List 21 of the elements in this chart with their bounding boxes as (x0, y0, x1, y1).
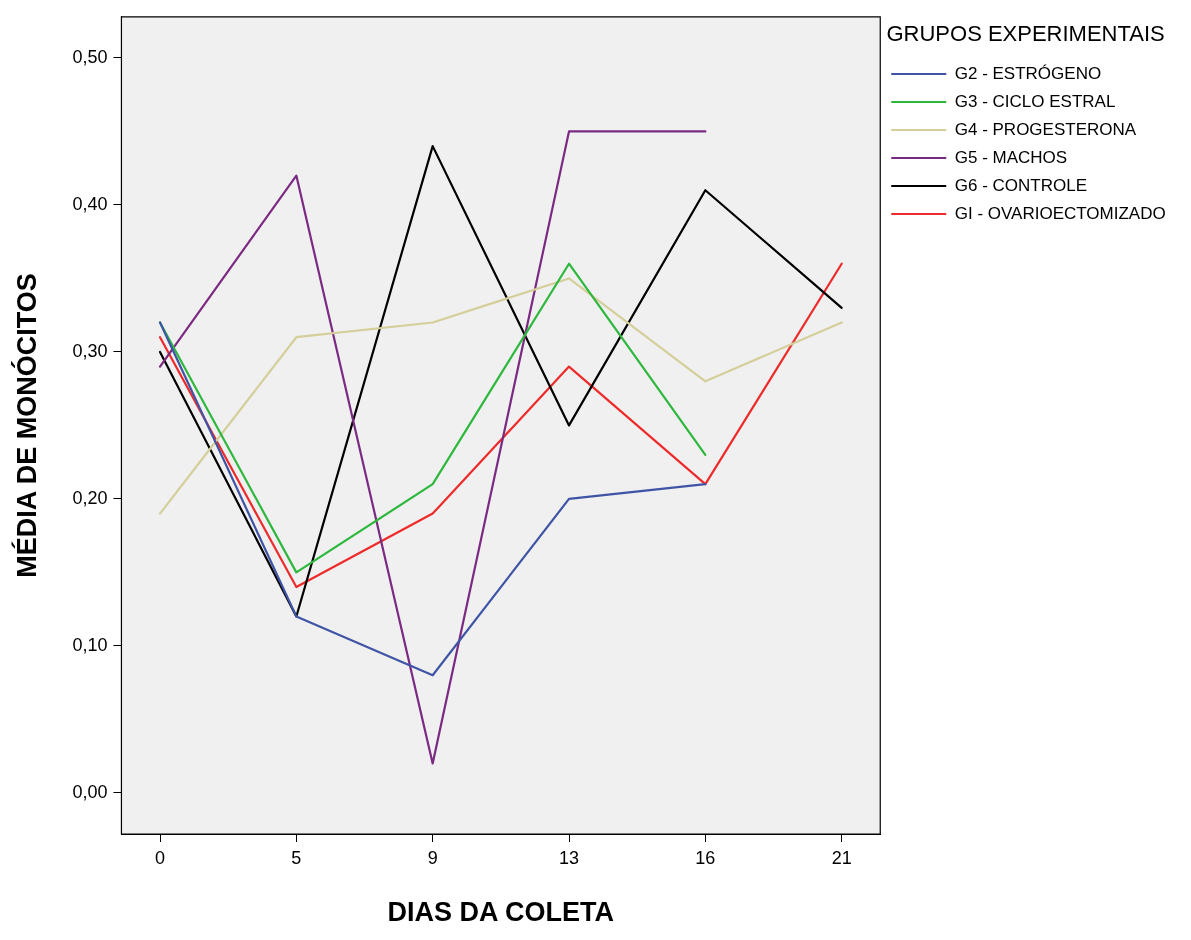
y-tick-label: 0,40 (72, 193, 108, 214)
y-tick-label: 0,10 (72, 634, 108, 655)
legend-label: G5 - MACHOS (954, 147, 1068, 167)
x-tick-label: 21 (831, 847, 852, 868)
legend-label: GI - OVARIOECTOMIZADO (954, 203, 1166, 223)
x-tick-label: 13 (558, 847, 580, 868)
x-tick-label: 5 (291, 847, 302, 868)
legend-title: GRUPOS EXPERIMENTAIS (886, 21, 1165, 47)
y-axis-title: MÉDIA DE MONÓCITOS (10, 273, 42, 578)
x-axis-title: DIAS DA COLETA (387, 897, 615, 928)
legend-label: G3 - CICLO ESTRAL (954, 91, 1116, 111)
legend-label: G2 - ESTRÓGENO (954, 63, 1102, 83)
x-tick-label: 16 (695, 847, 716, 868)
y-tick-label: 0,20 (72, 487, 108, 508)
x-tick-label: 9 (427, 847, 438, 868)
x-tick-label: 0 (155, 847, 166, 868)
y-tick-label: 0,30 (72, 340, 108, 361)
legend-label: G6 - CONTROLE (954, 175, 1087, 195)
y-tick-label: 0,50 (72, 46, 108, 67)
y-tick-label: 0,00 (72, 781, 108, 802)
legend-label: G4 - PROGESTERONA (954, 119, 1137, 139)
